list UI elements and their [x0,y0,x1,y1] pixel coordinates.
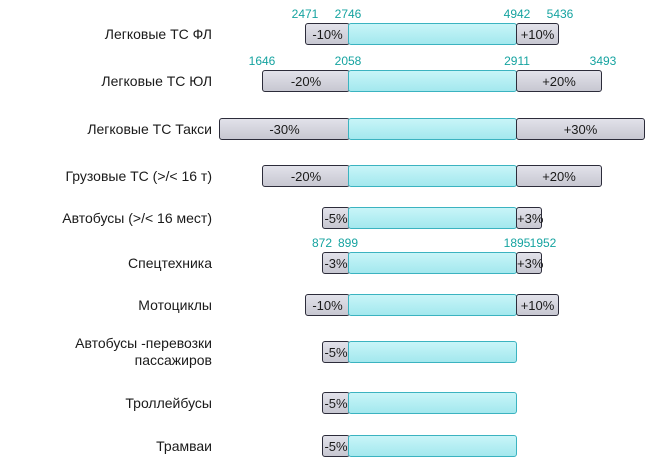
core-bar [348,23,517,45]
core-bar [348,392,517,414]
category-label: Автобусы -перевозки пассажиров [75,335,212,368]
category-label: Трамваи [156,437,212,454]
high-range-label: +10% [520,27,555,42]
high-range-bar: +10% [516,294,559,316]
high-range-label: +20% [542,74,576,89]
category-label: Троллейбусы [125,394,212,411]
high-range-bar: +3% [516,252,544,274]
range-value-label: 3493 [589,54,617,68]
high-range-label: +20% [542,169,576,184]
core-bar [348,294,517,316]
high-range-bar: +20% [516,70,602,92]
category-label: Грузовые ТС (>/< 16 т) [65,167,212,184]
low-range-label: -5% [324,345,348,360]
high-range-bar: +3% [516,207,544,229]
range-value-label: 899 [337,236,359,250]
low-range-label: -3% [324,256,348,271]
core-bar [348,70,517,92]
high-range-bar: +30% [516,118,645,140]
range-value-label: 5436 [546,7,574,21]
range-value-label: 4942 [503,7,531,21]
low-range-bar: -10% [305,294,350,316]
low-range-label: -5% [324,211,348,226]
low-range-label: -5% [324,439,348,454]
core-bar [348,165,517,187]
low-range-label: -10% [312,298,343,313]
high-range-label: +3% [517,211,544,226]
core-bar [348,118,517,140]
low-range-label: -20% [290,169,322,184]
category-label: Легковые ТС ФЛ [104,25,212,42]
range-value-label: 1646 [248,54,276,68]
low-range-bar: -5% [322,207,350,229]
low-range-bar: -3% [322,252,350,274]
high-range-label: +10% [520,298,555,313]
low-range-label: -20% [290,74,322,89]
range-value-label: 1895 [503,236,531,250]
low-range-bar: -5% [322,435,350,457]
range-value-label: 1952 [529,236,557,250]
low-range-bar: -5% [322,341,350,363]
core-bar [348,341,517,363]
category-label: Спецтехника [128,254,212,271]
high-range-label: +3% [517,256,544,271]
category-label: Мотоциклы [138,296,212,313]
category-label: Автобусы (>/< 16 мест) [62,209,212,226]
low-range-bar: -5% [322,392,350,414]
high-range-bar: +20% [516,165,602,187]
low-range-bar: -30% [219,118,350,140]
range-value-label: 2746 [334,7,362,21]
low-range-label: -10% [312,27,343,42]
low-range-bar: -20% [262,70,350,92]
range-value-label: 2911 [504,54,530,68]
low-range-label: -30% [269,122,300,137]
low-range-bar: -20% [262,165,350,187]
high-range-label: +30% [563,122,598,137]
category-label: Легковые ТС Такси [87,120,212,137]
category-label: Легковые ТС ЮЛ [101,72,212,89]
range-value-label: 2058 [334,54,362,68]
core-bar [348,435,517,457]
low-range-bar: -10% [305,23,350,45]
core-bar [348,207,517,229]
range-value-label: 2471 [291,7,319,21]
low-range-label: -5% [324,396,348,411]
high-range-bar: +10% [516,23,559,45]
range-value-label: 872 [311,236,333,250]
core-bar [348,252,517,274]
